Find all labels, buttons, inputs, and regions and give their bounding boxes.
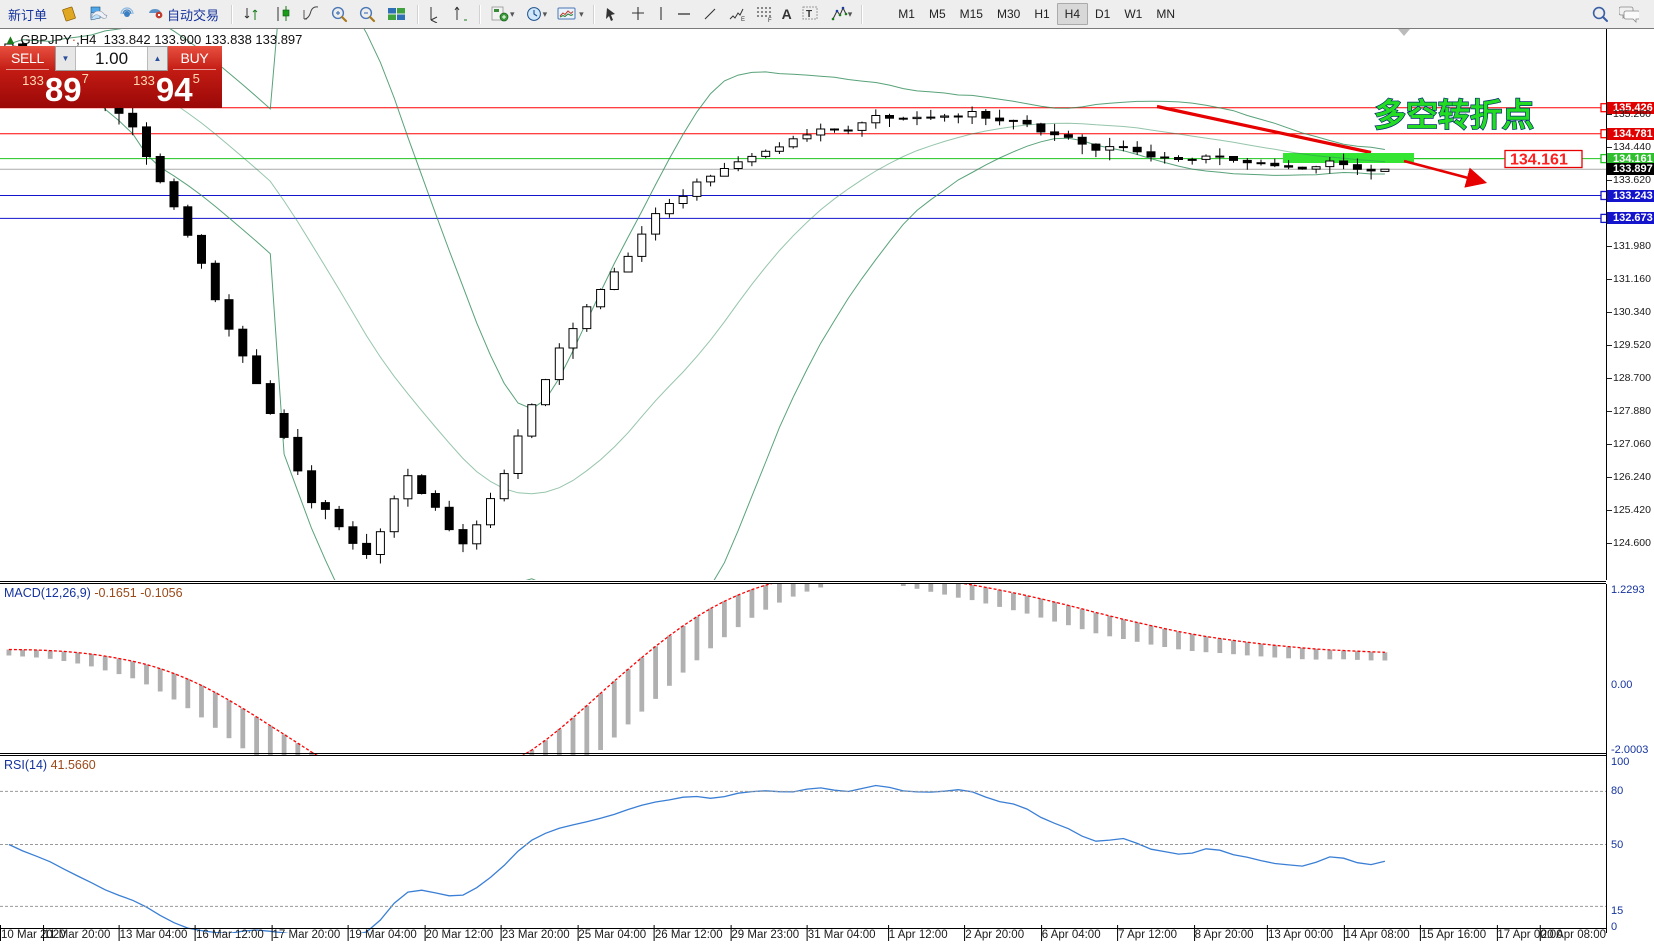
svg-text:多空转折点: 多空转折点 xyxy=(1374,97,1534,133)
svg-text:134.161: 134.161 xyxy=(1510,152,1568,169)
svg-text:F: F xyxy=(768,18,772,22)
svg-text:E: E xyxy=(741,17,745,23)
svg-text:T: T xyxy=(806,9,812,20)
